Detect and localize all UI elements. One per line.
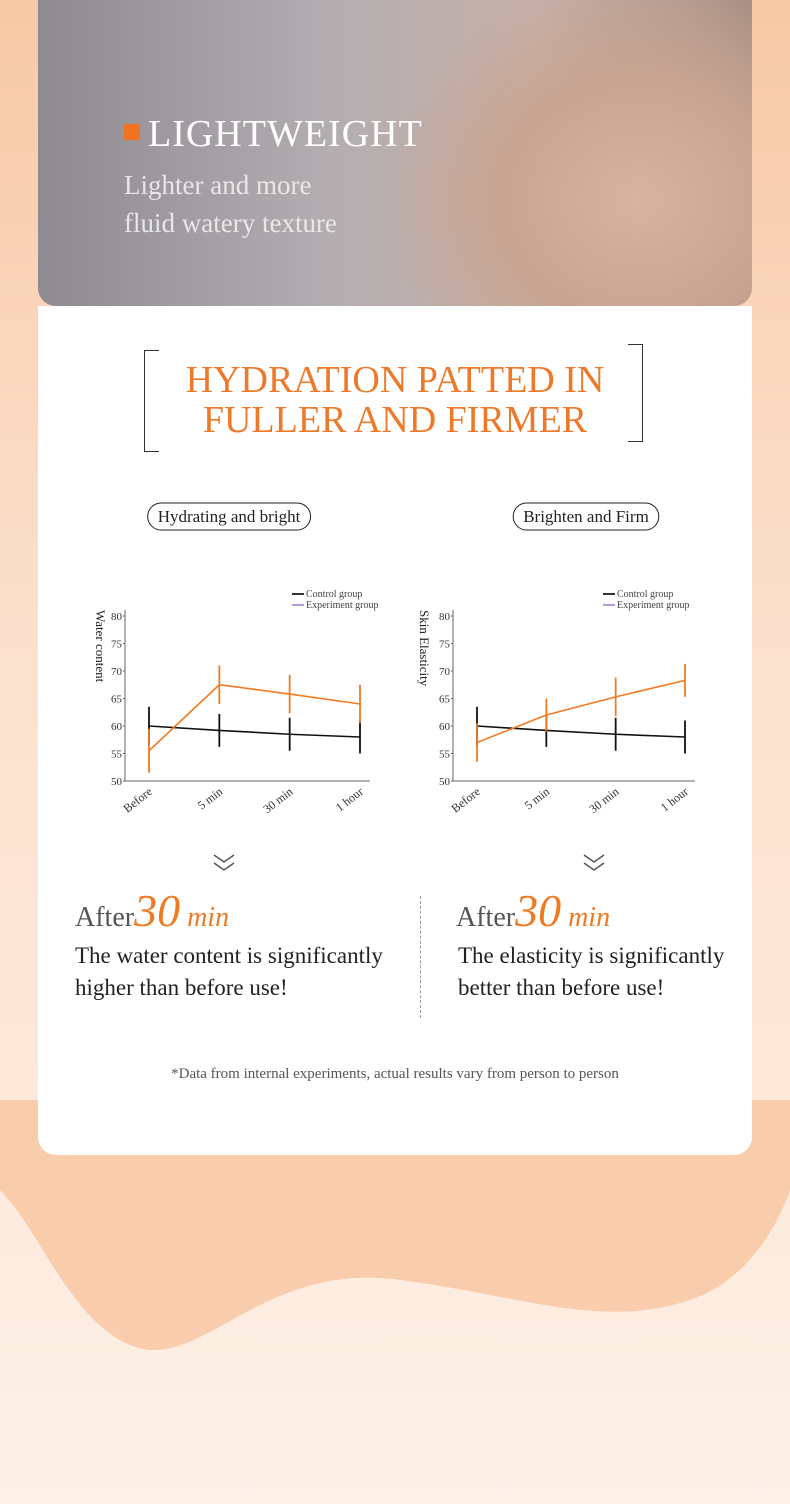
legend-label: Control group <box>617 589 673 600</box>
section-title: HYDRATION PATTED IN <box>185 359 605 401</box>
x-tick-label: 30 min <box>586 784 621 816</box>
hero-text: Lighter and more <box>124 170 312 200</box>
charts: Hydrating and bright Water content 50 55 60 6… <box>93 502 695 871</box>
y-tick-label: 75 <box>111 639 123 651</box>
result-text: The elasticity is significantly <box>458 943 725 968</box>
title-pill <box>512 502 660 531</box>
x-tick-label: 1 hour <box>333 784 366 814</box>
y-tick-label: 75 <box>439 639 451 651</box>
card: HYDRATION PATTED IN FULLER AND FIRMER Af… <box>38 306 752 1155</box>
hero-text: fluid watery texture <box>124 208 337 238</box>
y-tick-label: 60 <box>111 721 123 733</box>
series-line <box>476 679 686 744</box>
hero-image: LIGHTWEIGHT Lighter and more fluid water… <box>38 0 752 306</box>
x-tick-label: 30 min <box>260 784 295 816</box>
wave <box>0 1100 790 1351</box>
footnote: *Data from internal experiments, actual … <box>171 1066 619 1082</box>
y-tick-label: 70 <box>439 666 451 678</box>
result-heading: After30 min <box>75 884 229 937</box>
result-prefix: After <box>456 902 516 933</box>
y-tick-label: 80 <box>439 611 451 623</box>
y-tick-label: 65 <box>111 694 123 706</box>
x-tick-label: Before <box>120 784 154 815</box>
y-tick-label: 60 <box>439 721 451 733</box>
y-tick-label: 50 <box>111 776 123 788</box>
chevron <box>213 854 605 871</box>
chart-title: Hydrating and bright <box>158 507 301 526</box>
x-tick-label: 5 min <box>522 784 552 812</box>
y-tick-label: 80 <box>111 611 123 623</box>
y-axis-label: Water content <box>93 610 108 683</box>
result-number: 30 <box>515 885 562 936</box>
hero-title: LIGHTWEIGHT <box>124 112 423 156</box>
bracket <box>628 344 643 442</box>
series-line <box>476 725 686 738</box>
result-unit: min <box>568 902 611 933</box>
x-tick-label: 5 min <box>195 784 225 812</box>
section-title: FULLER AND FIRMER <box>202 399 588 441</box>
chart-title: Brighten and Firm <box>523 507 649 526</box>
divider <box>420 896 421 1018</box>
y-tick-label: 50 <box>439 776 451 788</box>
legend-label: Control group <box>306 589 362 600</box>
y-tick-label: 65 <box>439 694 451 706</box>
y-axis-label: Skin Elasticity <box>417 610 432 687</box>
y-tick-label: 55 <box>439 749 451 761</box>
result-prefix: After <box>75 902 135 933</box>
result-number: 30 <box>134 885 181 936</box>
title-pill <box>147 502 312 531</box>
x-tick-label: 1 hour <box>658 784 691 814</box>
result-unit: min <box>187 902 230 933</box>
result-text: higher than before use! <box>75 975 288 1000</box>
y-tick-label: 55 <box>111 749 123 761</box>
bracket <box>144 350 159 452</box>
legend-label: Experiment group <box>306 600 378 611</box>
y-tick-label: 70 <box>111 666 123 678</box>
series-line <box>148 725 361 738</box>
result-text: The water content is significantly <box>75 943 383 968</box>
legend-label: Experiment group <box>617 600 689 611</box>
series-line <box>148 683 361 752</box>
result-heading: After30 min <box>456 884 610 937</box>
result-text: better than before use! <box>458 975 665 1000</box>
x-tick-label: Before <box>448 784 482 815</box>
